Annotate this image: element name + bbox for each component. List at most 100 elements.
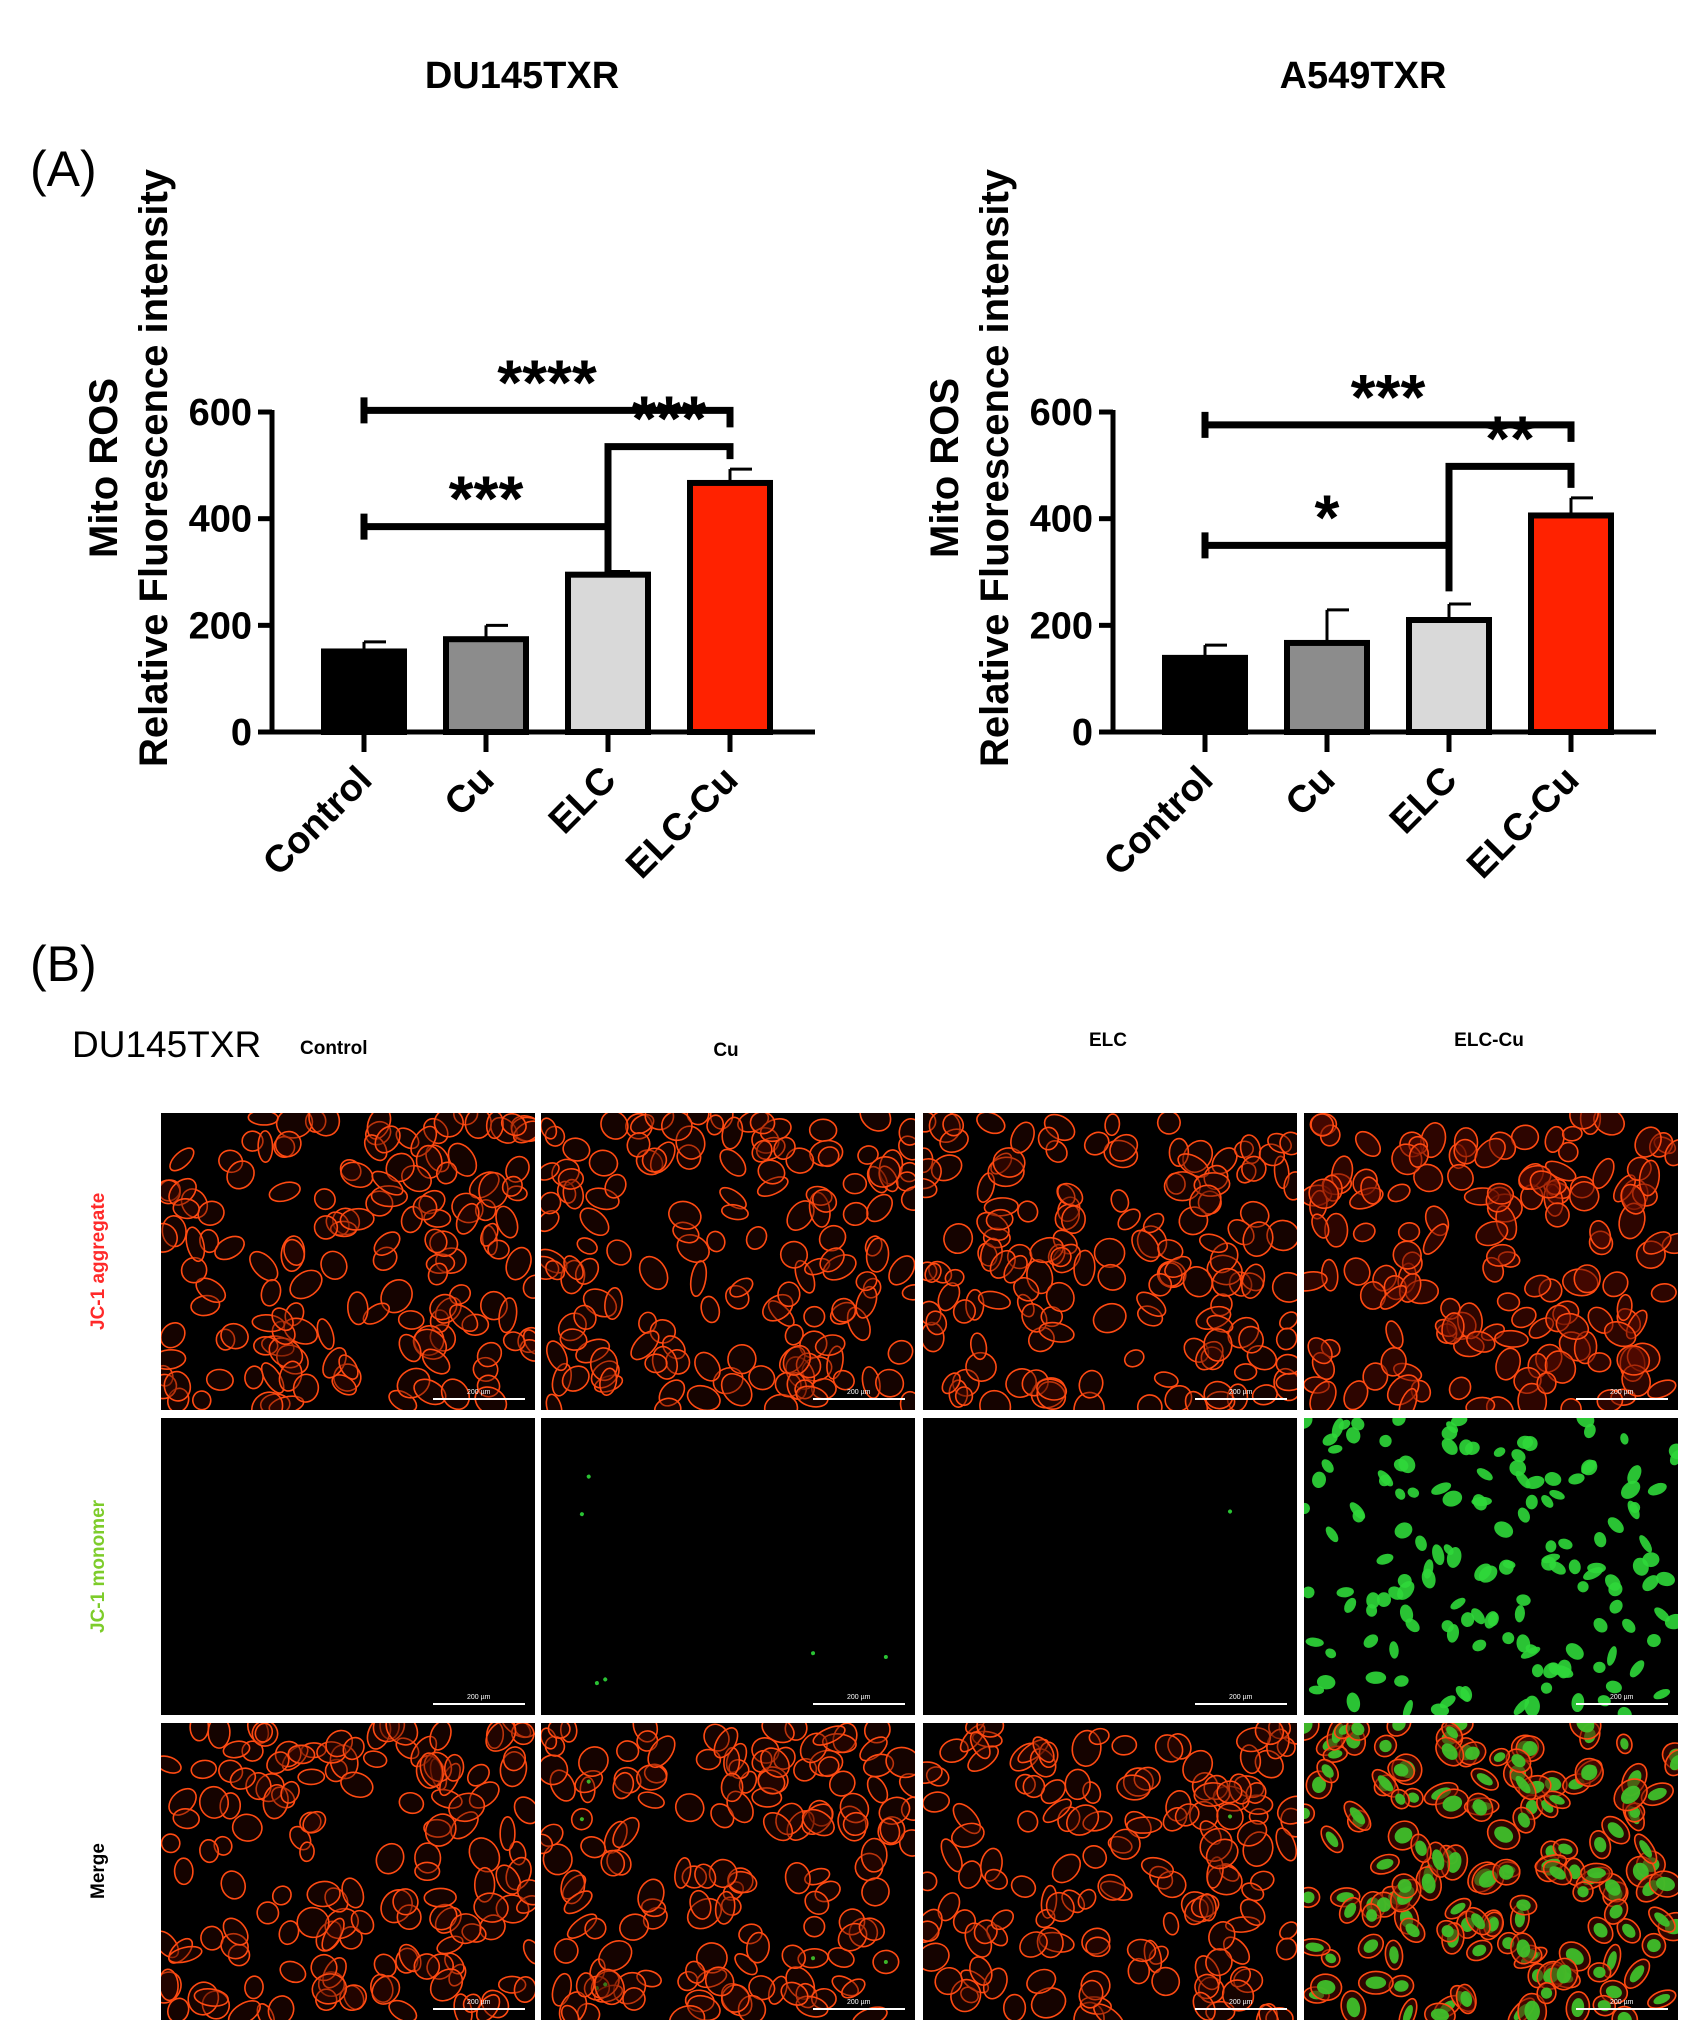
condition-label-control: Control [300, 1038, 368, 1059]
condition-label-cu: Cu [713, 1040, 739, 1061]
significance-label: *** [449, 463, 524, 535]
chart-title: DU145TXR [425, 55, 619, 97]
row-label: Merge [88, 1843, 109, 1899]
significance-bracket [1445, 462, 1575, 592]
significance-label: *** [632, 383, 707, 455]
micrograph-red-elc-cu: 200 µm [1304, 1113, 1678, 1410]
condition-label-elc: ELC [1089, 1030, 1127, 1051]
bar-elc-cu [1528, 512, 1614, 736]
significance-label: **** [497, 346, 597, 418]
micrograph-red-cu: 200 µm [541, 1113, 915, 1410]
row-label: JC-1 monomer [88, 1499, 109, 1633]
scale-bar-label: 200 µm [847, 1694, 871, 1701]
row-label: JC-1 aggregate [88, 1192, 109, 1330]
scale-bar-label: 200 µm [1229, 1389, 1253, 1396]
scale-bar [1195, 1398, 1287, 1400]
y-axis-label-line2: Relative Fluorescence intensity [973, 168, 1017, 767]
x-tick-label: Control [1096, 759, 1221, 884]
micrograph-red-control: 200 µm [161, 1113, 535, 1410]
scale-bar [813, 1703, 905, 1705]
scale-bar-label: 200 µm [1610, 1999, 1634, 2006]
x-tick-label: ELC-Cu [1459, 759, 1587, 887]
a549txr-bar-chart: A549TXR Mito ROS Relative Fluorescence int… [923, 55, 1656, 887]
scale-bar-label: 200 µm [467, 1999, 491, 2006]
x-tick-label: ELC-Cu [618, 759, 746, 887]
panel-b-cell-line: DU145TXR [72, 1024, 262, 1065]
significance-bracket [1201, 532, 1449, 559]
micrograph-cells [923, 1723, 1297, 2020]
scale-bar [433, 1703, 525, 1705]
significance-label: * [1315, 481, 1340, 553]
y-tick-label: 0 [1072, 712, 1093, 754]
scale-bar-label: 200 µm [1229, 1694, 1253, 1701]
significance-label: ** [1485, 402, 1535, 474]
bar-cu [443, 636, 529, 736]
scale-bar-label: 200 µm [1229, 1999, 1253, 2006]
scale-bar [433, 1398, 525, 1400]
du145txr-bar-chart: DU145TXR Mito ROS Relative Fluorescence in… [82, 55, 815, 887]
scale-bar [1576, 1398, 1668, 1400]
bar-control [321, 648, 407, 735]
y-tick-label: 200 [1030, 605, 1093, 647]
significance-bracket [360, 513, 608, 540]
micrograph-green-control: 200 µm [161, 1418, 535, 1715]
micrograph-green-cu: 200 µm [541, 1418, 915, 1715]
micrograph-merge-elc: 200 µm [923, 1723, 1297, 2020]
micrograph-red-elc: 200 µm [923, 1113, 1297, 1410]
scale-bar [1195, 1703, 1287, 1705]
micrograph-cells [541, 1113, 915, 1410]
micrograph-cells [1304, 1113, 1678, 1410]
micrograph-cells [1304, 1418, 1678, 1715]
significance-bracket [604, 443, 734, 573]
micrograph-green-elc-cu: 200 µm [1304, 1418, 1678, 1715]
micrograph-cells [161, 1113, 535, 1410]
micrograph-cells [1228, 1509, 1233, 1514]
y-axis-label-line2: Relative Fluorescence intensity [132, 168, 176, 767]
x-tick-label: Cu [1278, 759, 1344, 825]
bar-elc-cu [687, 479, 773, 736]
scale-bar [433, 2008, 525, 2010]
micrograph-cells [161, 1723, 535, 2020]
scale-bar [1576, 1703, 1668, 1705]
micrograph-cells [1304, 1723, 1678, 2020]
bar-control [1162, 654, 1248, 735]
significance-label: *** [1351, 361, 1426, 433]
micrograph-cells [541, 1723, 915, 2020]
micrograph-merge-cu: 200 µm [541, 1723, 915, 2020]
y-axis-label-line1: Mito ROS [82, 378, 126, 558]
panel-a-label: (A) [30, 141, 97, 197]
scale-bar-label: 200 µm [1610, 1389, 1634, 1396]
micrograph-green-elc: 200 µm [923, 1418, 1297, 1715]
x-tick-label: Cu [437, 759, 503, 825]
panel-b-label: (B) [30, 936, 97, 992]
y-tick-label: 400 [1030, 499, 1093, 541]
significance-bracket [1201, 411, 1575, 442]
scale-bar-label: 200 µm [847, 1389, 871, 1396]
scale-bar [813, 2008, 905, 2010]
bar-elc [1406, 617, 1492, 736]
micrograph-cells [923, 1113, 1297, 1410]
x-tick-label: ELC [541, 759, 624, 842]
x-tick-label: ELC [1382, 759, 1465, 842]
y-tick-label: 600 [189, 392, 252, 434]
bar-cu [1284, 639, 1370, 735]
micrograph-cells [161, 1418, 535, 1715]
scale-bar [1576, 2008, 1668, 2010]
y-tick-label: 400 [189, 499, 252, 541]
bar-elc [565, 571, 651, 736]
scale-bar-label: 200 µm [847, 1999, 871, 2006]
micrograph-cells [579, 1474, 888, 1686]
scale-bar-label: 200 µm [467, 1694, 491, 1701]
scale-bar-label: 200 µm [467, 1389, 491, 1396]
scale-bar-label: 200 µm [1610, 1694, 1634, 1701]
y-tick-label: 600 [1030, 392, 1093, 434]
x-tick-label: Control [255, 759, 380, 884]
micrograph-merge-elc-cu: 200 µm [1304, 1723, 1678, 2020]
significance-bracket [360, 397, 734, 428]
y-tick-label: 200 [189, 605, 252, 647]
y-tick-label: 0 [231, 712, 252, 754]
condition-label-elc-cu: ELC-Cu [1454, 1030, 1524, 1051]
micrograph-merge-control: 200 µm [161, 1723, 535, 2020]
y-axis-label-line1: Mito ROS [923, 378, 967, 558]
